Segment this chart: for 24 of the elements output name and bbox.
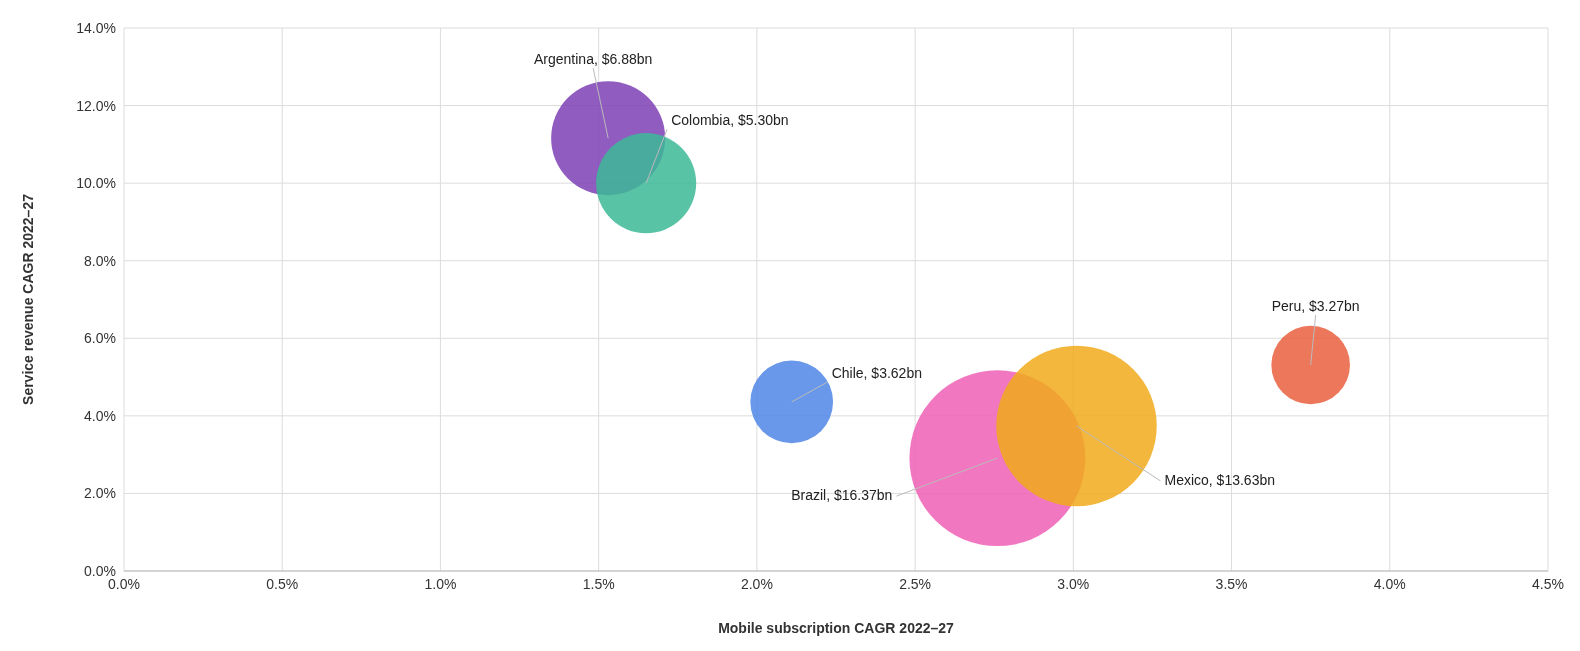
- data-label: Chile, $3.62bn: [831, 364, 922, 381]
- x-tick-label: 4.5%: [1532, 575, 1564, 592]
- y-tick-label: 10.0%: [76, 175, 116, 192]
- data-label: Argentina, $6.88bn: [534, 50, 653, 67]
- y-tick-label: 14.0%: [76, 19, 116, 36]
- x-tick-label: 2.5%: [899, 575, 932, 592]
- y-axis-title: Service revenue CAGR 2022–27: [19, 193, 36, 405]
- y-tick-label: 8.0%: [84, 252, 116, 269]
- y-tick-label: 2.0%: [84, 485, 116, 502]
- y-tick-label: 6.0%: [84, 330, 116, 347]
- x-tick-label: 0.5%: [266, 575, 299, 592]
- x-tick-label: 1.0%: [424, 575, 457, 592]
- data-label: Peru, $3.27bn: [1271, 297, 1360, 314]
- x-tick-label: 4.0%: [1373, 575, 1406, 592]
- x-axis-title: Mobile subscription CAGR 2022–27: [718, 620, 955, 636]
- x-tick-label: 3.0%: [1057, 575, 1090, 592]
- data-label: Colombia, $5.30bn: [671, 111, 789, 128]
- data-label: Mexico, $13.63bn: [1164, 471, 1276, 488]
- y-tick-label: 4.0%: [84, 407, 116, 424]
- y-tick-label: 12.0%: [76, 97, 116, 114]
- x-tick-label: 3.5%: [1215, 575, 1248, 592]
- x-tick-label: 2.0%: [740, 575, 773, 592]
- data-label: Brazil, $16.37bn: [791, 486, 893, 503]
- x-tick-label: 1.5%: [582, 575, 615, 592]
